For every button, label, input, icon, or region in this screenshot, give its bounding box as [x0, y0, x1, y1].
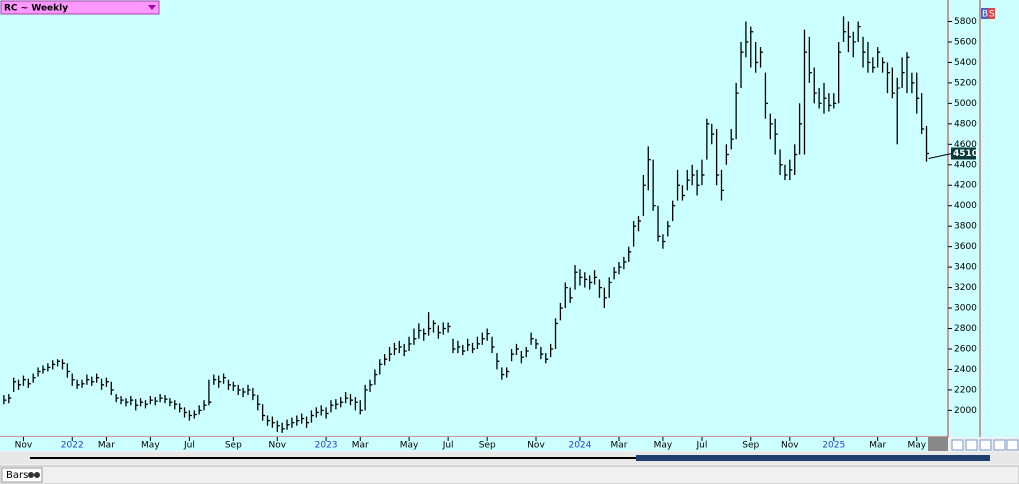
x-tick-label: Jul [442, 441, 454, 451]
tab[interactable] [1, 467, 43, 483]
x-tick-label: Sep [225, 441, 242, 451]
symbol-dropdown[interactable] [0, 0, 160, 15]
x-tick-label: Mar [98, 441, 115, 451]
y-tick-label: 5200 [954, 78, 977, 88]
badge-label: B [982, 10, 988, 20]
y-tick-label: 3200 [954, 283, 977, 293]
tab-icon [34, 472, 40, 478]
last-price-pointer [928, 153, 953, 160]
x-tick-label: Sep [742, 441, 759, 451]
nav-button[interactable] [993, 439, 1006, 451]
badge-label: S [989, 10, 995, 20]
nav-button[interactable] [979, 439, 992, 451]
y-tick-label: 3000 [954, 304, 977, 314]
y-tick-label: 2200 [954, 385, 977, 395]
nav-button[interactable] [965, 439, 978, 451]
x-tick-label: Mar [610, 441, 627, 451]
symbol-title: RC ~ Weekly [4, 4, 68, 14]
price-axis [948, 0, 980, 437]
y-tick-label: 3400 [954, 263, 977, 273]
y-tick-label: 4400 [954, 160, 977, 170]
y-tick-label: 5000 [954, 99, 977, 109]
nav-button[interactable] [1006, 439, 1019, 451]
y-tick-label: 4000 [954, 201, 977, 211]
plot-area [0, 0, 948, 437]
badge[interactable] [981, 8, 988, 19]
y-tick-label: 3600 [954, 242, 977, 252]
x-tick-label: Nov [781, 441, 799, 451]
y-tick-label: 2800 [954, 324, 977, 334]
x-tick-label: 2022 [61, 441, 84, 451]
scroll-thumb[interactable] [636, 455, 990, 461]
dropdown-arrow [148, 5, 156, 10]
x-tick-label: Mar [869, 441, 886, 451]
x-tick-label: Mar [352, 441, 369, 451]
nav-button[interactable] [951, 439, 964, 451]
tab-bar [0, 465, 1019, 484]
y-tick-label: 3800 [954, 222, 977, 232]
x-tick-label: Sep [479, 441, 496, 451]
x-tick-label: May [907, 441, 926, 451]
last-price-label: 4510 [953, 149, 978, 159]
last-price-box [951, 147, 976, 160]
x-tick-label: Nov [15, 441, 33, 451]
y-tick-label: 2600 [954, 344, 977, 354]
y-tick-label: 2000 [954, 406, 977, 416]
side-strip [980, 0, 1019, 437]
x-tick-label: 2025 [822, 441, 845, 451]
x-tick-label: Jul [696, 441, 708, 451]
x-tick-label: May [400, 441, 419, 451]
y-tick-label: 5600 [954, 37, 977, 47]
y-tick-label: 2400 [954, 365, 977, 375]
x-axis-end [928, 437, 948, 451]
y-tick-label: 4200 [954, 181, 977, 191]
x-tick-label: Nov [268, 441, 286, 451]
badge[interactable] [988, 8, 995, 19]
x-tick-label: May [654, 441, 673, 451]
tab-label: Bars [6, 470, 28, 481]
y-tick-label: 5800 [954, 17, 977, 27]
tab-icon [28, 472, 34, 478]
x-tick-label: Jul [183, 441, 195, 451]
y-tick-label: 4800 [954, 119, 977, 129]
y-tick-label: 5400 [954, 58, 977, 68]
x-tick-label: Nov [527, 441, 545, 451]
nav-buttons [951, 439, 1019, 451]
y-tick-label: 4600 [954, 140, 977, 150]
x-axis-area [0, 437, 948, 451]
x-tick-label: May [141, 441, 160, 451]
x-tick-label: 2023 [315, 441, 338, 451]
x-tick-label: 2024 [568, 441, 591, 451]
